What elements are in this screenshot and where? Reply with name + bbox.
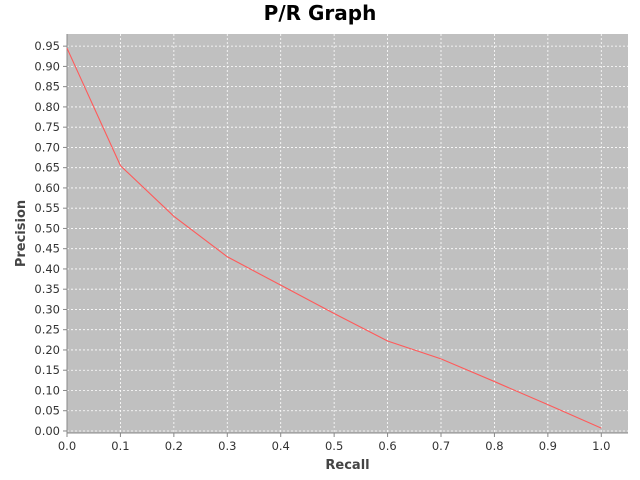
y-tick-label: 0.65: [34, 161, 60, 175]
y-tick-label: 0.05: [34, 404, 60, 418]
y-tick-label: 0.45: [34, 242, 60, 256]
y-tick-label: 0.90: [34, 59, 60, 73]
grid: [66, 34, 628, 433]
y-tick-label: 0.75: [34, 120, 60, 134]
series-line: [66, 47, 602, 429]
x-tick-label: 0.6: [378, 439, 396, 453]
y-tick-label: 0.35: [34, 282, 60, 296]
y-tick-label: 0.50: [34, 221, 60, 235]
x-tick-label: 0.9: [539, 439, 557, 453]
series-layer: [66, 47, 602, 429]
x-tick-label: 0.0: [58, 439, 76, 453]
x-tick-label: 0.5: [325, 439, 343, 453]
x-tick-label: 0.2: [165, 439, 183, 453]
y-tick-label: 0.80: [34, 100, 60, 114]
x-tick-label: 0.3: [218, 439, 236, 453]
y-tick-label: 0.60: [34, 181, 60, 195]
x-axis-label: Recall: [325, 458, 369, 473]
axes: 0.0 0.1 0.2 0.3 0.4 0.5 0.6 0.7 0.8 0.9 1.0 0.00 0.0…: [34, 34, 628, 453]
y-tick-label: 0.85: [34, 80, 60, 94]
x-tick-label: 0.4: [272, 439, 290, 453]
y-tick-label: 0.00: [34, 424, 60, 438]
x-tick-label: 0.8: [485, 439, 503, 453]
y-tick-label: 0.70: [34, 140, 60, 154]
plot-area: [67, 34, 628, 433]
y-tick-label: 0.95: [34, 39, 60, 53]
x-tick-label: 1.0: [592, 439, 610, 453]
x-tick-label: 0.1: [111, 439, 129, 453]
y-tick-label: 0.10: [34, 383, 60, 397]
y-tick-label: 0.20: [34, 343, 60, 357]
y-axis-label: Precision: [14, 200, 29, 267]
y-tick-label: 0.40: [34, 262, 60, 276]
y-tick-label: 0.30: [34, 302, 60, 316]
y-tick-label: 0.25: [34, 323, 60, 337]
y-tick-label: 0.55: [34, 201, 60, 215]
x-tick-label: 0.7: [432, 439, 450, 453]
chart-title: P/R Graph: [263, 1, 377, 25]
y-tick-label: 0.15: [34, 363, 60, 377]
